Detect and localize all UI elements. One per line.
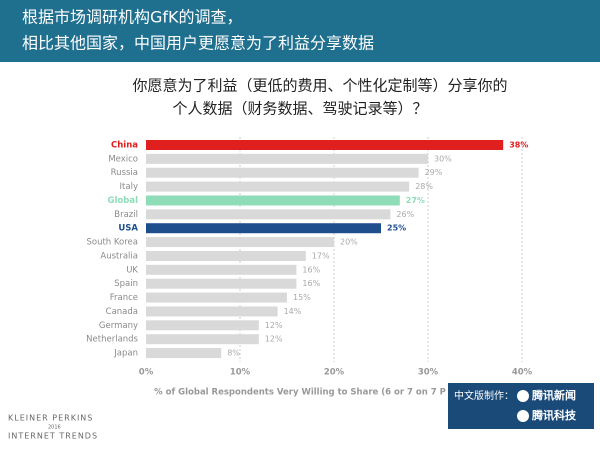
value-label: 25% [387, 224, 406, 233]
x-tick-label: 40% [512, 368, 533, 378]
year: 2016 [48, 425, 61, 431]
value-label: 14% [284, 307, 302, 316]
value-label: 27% [406, 196, 425, 205]
y-tick-label: Japan [113, 349, 138, 359]
bar [146, 264, 297, 275]
bar [146, 292, 287, 303]
value-label: 38% [509, 141, 528, 150]
value-label: 17% [312, 251, 330, 260]
chart-title: 个人数据（财务数据、驾驶记录等）？ [172, 100, 427, 118]
bar [146, 334, 259, 345]
header-line: 相比其他国家，中国用户更愿意为了利益分享数据 [22, 34, 374, 53]
value-label: 26% [396, 210, 414, 219]
y-tick-label: Australia [100, 251, 138, 261]
bar [146, 250, 306, 261]
y-tick-label: France [110, 293, 138, 303]
y-tick-label: Italy [120, 182, 138, 192]
value-label: 12% [265, 321, 283, 330]
chart-title: 你愿意为了利益（更低的费用、个性化定制等）分享你的 [132, 77, 507, 95]
value-label: 8% [227, 349, 240, 358]
y-tick-label: Russia [111, 168, 138, 178]
value-label: 16% [302, 279, 320, 288]
bar [146, 278, 297, 289]
y-tick-label: China [111, 141, 138, 151]
bar [146, 320, 259, 331]
x-axis-title: % of Global Respondents Very Willing to … [154, 388, 446, 398]
bar [146, 140, 504, 150]
credit: 中文版制作： [454, 389, 514, 402]
y-tick-label: Mexico [108, 154, 138, 164]
partner: 腾讯科技 [532, 408, 577, 422]
y-tick-label: Germany [99, 321, 138, 331]
y-tick-label: Canada [106, 307, 138, 317]
plot: 0% 10% 20% 30% 40% China 38% Mexico 30% Russia 29%… [86, 137, 533, 378]
header-line: 根据市场调研机构GfK的调查， [22, 8, 243, 27]
y-tick-label: Netherlands [86, 335, 138, 345]
header-band [0, 0, 600, 62]
value-label: 28% [415, 182, 433, 191]
y-tick-label: UK [126, 265, 138, 275]
logo [517, 410, 529, 422]
bar [146, 167, 419, 178]
y-tick-label: Global [108, 196, 139, 206]
value-label: 29% [425, 168, 443, 177]
bar [146, 195, 400, 206]
value-label: 30% [434, 154, 452, 163]
x-tick-label: 30% [418, 368, 439, 378]
value-label: 20% [340, 238, 358, 247]
y-tick-label: South Korea [86, 238, 138, 248]
brand: KLEINER PERKINS [8, 414, 93, 423]
bar [146, 223, 381, 234]
bar [146, 237, 334, 248]
bar [146, 209, 391, 220]
bar [146, 348, 222, 359]
partner: 腾讯新闻 [532, 388, 576, 402]
value-label: 15% [293, 293, 311, 302]
bar [146, 181, 410, 192]
x-tick-label: 10% [230, 368, 251, 378]
bar [146, 306, 278, 317]
y-tick-label: Brazil [114, 210, 138, 220]
value-label: 16% [302, 265, 320, 274]
report: INTERNET TRENDS [8, 432, 98, 441]
value-label: 12% [265, 335, 283, 344]
y-tick-label: Spain [114, 279, 138, 289]
x-tick-label: 20% [324, 368, 345, 378]
x-tick-label: 0% [139, 368, 154, 378]
y-tick-label: USA [118, 224, 138, 234]
bar [146, 153, 428, 164]
logo [517, 390, 529, 402]
